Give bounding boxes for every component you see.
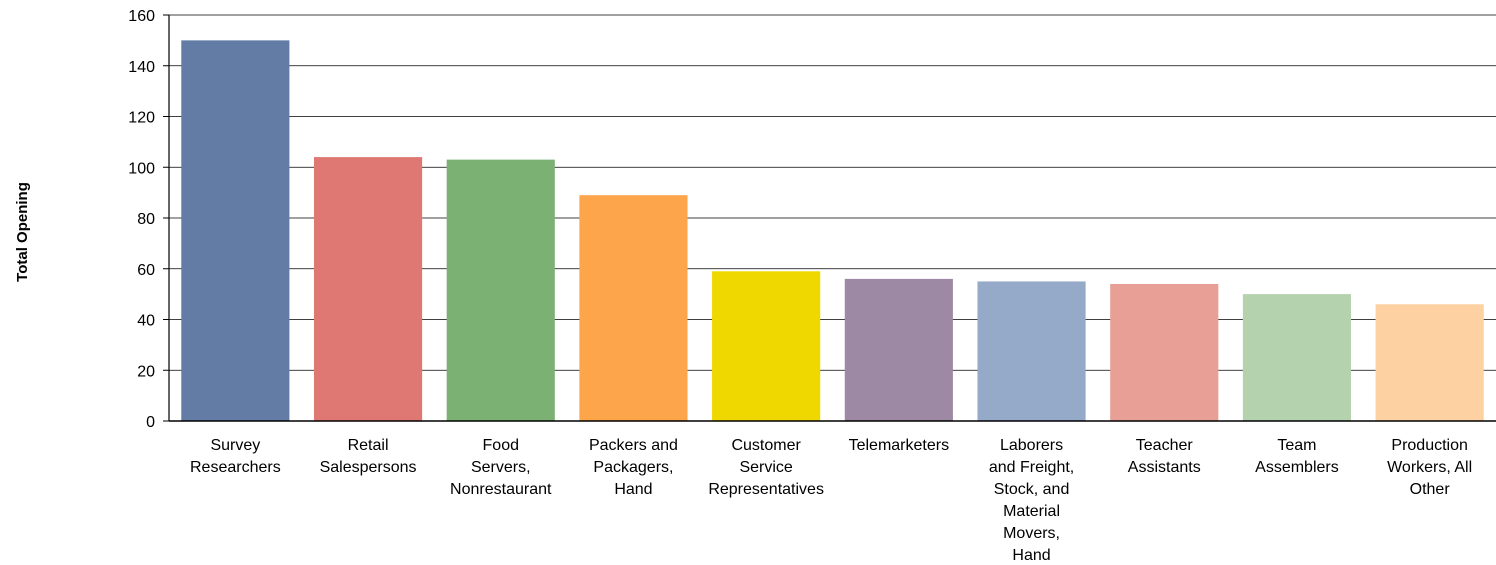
bar	[181, 40, 290, 421]
bar	[712, 271, 821, 421]
y-tick-label: 160	[128, 8, 155, 25]
bars	[181, 40, 1484, 421]
y-tick-label: 60	[137, 262, 155, 279]
y-tick-label: 40	[137, 313, 155, 330]
y-axis-label: Total Opening	[14, 182, 31, 282]
y-tick-label: 100	[128, 160, 155, 177]
y-tick-label: 140	[128, 59, 155, 76]
x-category-label: Survey Researchers	[190, 437, 281, 476]
bar	[1375, 304, 1484, 421]
bar	[579, 195, 688, 421]
y-tick-label: 120	[128, 110, 155, 127]
x-category-label: Food Servers, Nonrestaurant	[450, 437, 552, 498]
x-category-label: Packers and Packagers, Hand	[589, 437, 678, 498]
category-labels: Survey Researchers Retail Salespersons Food S…	[190, 437, 1472, 564]
bar	[1242, 294, 1352, 421]
y-axis-ticks: 0 20 40 60 80 100 120 140 160	[128, 8, 169, 431]
bar	[446, 159, 555, 421]
bar	[313, 157, 423, 421]
x-category-label: Laborers and Freight, Stock, and Material Mo…	[989, 437, 1074, 564]
y-tick-label: 20	[137, 363, 155, 380]
x-category-label: Customer Service Representatives	[708, 437, 824, 498]
bar	[977, 281, 1086, 421]
y-tick-label: 80	[137, 211, 155, 228]
x-category-label: Telemarketers	[849, 437, 949, 454]
bar	[844, 278, 953, 421]
x-category-label: Retail Salespersons	[320, 437, 417, 476]
x-category-label: Teacher Assistants	[1128, 437, 1201, 476]
x-category-label: Production Workers, All Other	[1387, 437, 1472, 498]
y-tick-label: 0	[146, 414, 155, 431]
x-category-label: Team Assemblers	[1255, 437, 1339, 476]
bar	[1110, 283, 1219, 421]
